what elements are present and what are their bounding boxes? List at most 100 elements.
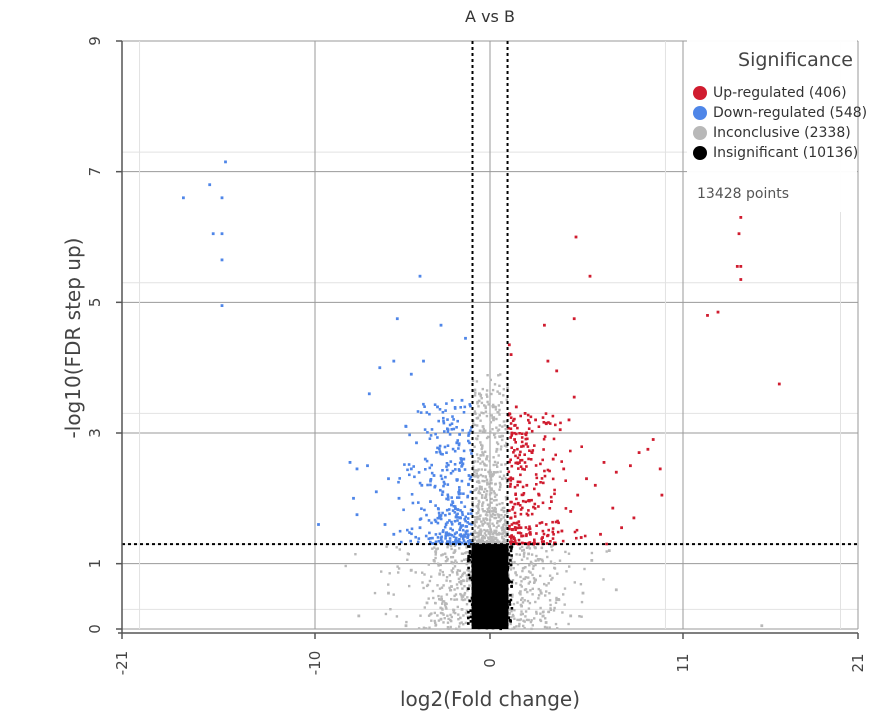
down-regulated-point: [429, 479, 432, 483]
inconclusive-point: [427, 597, 430, 600]
inconclusive-point: [498, 502, 501, 506]
up-regulated-point: [544, 412, 548, 415]
up-regulated-point: [543, 474, 547, 478]
inconclusive-point: [498, 392, 502, 395]
insignificant-point: [489, 599, 492, 602]
inconclusive-point: [460, 559, 463, 563]
inconclusive-point: [425, 601, 429, 605]
down-regulated-point: [457, 490, 460, 494]
insignificant-point: [490, 600, 494, 603]
up-regulated-point: [580, 445, 583, 448]
inconclusive-point: [518, 618, 521, 622]
inconclusive-point: [495, 450, 498, 453]
inconclusive-point: [449, 544, 453, 548]
insignificant-point: [509, 559, 512, 562]
inconclusive-point: [481, 494, 484, 497]
inconclusive-point: [482, 427, 485, 431]
up-regulated-point: [523, 412, 527, 415]
insignificant-point: [486, 566, 489, 569]
inconclusive-point: [487, 435, 490, 439]
up-regulated-point: [519, 459, 522, 462]
inconclusive-point: [505, 441, 508, 445]
down-regulated-point: [439, 517, 443, 521]
inconclusive-point: [488, 469, 492, 472]
inconclusive-point: [435, 548, 438, 551]
inconclusive-point: [434, 624, 437, 627]
insignificant-point: [490, 563, 493, 566]
inconclusive-point: [484, 476, 487, 479]
up-regulated-point: [523, 461, 527, 464]
inconclusive-point: [439, 563, 442, 567]
insignificant-point: [485, 607, 488, 610]
down-regulated-point: [454, 539, 457, 543]
down-regulated-point: [445, 462, 449, 465]
inconclusive-point: [568, 565, 571, 568]
up-regulated-point: [517, 538, 521, 542]
inconclusive-point: [527, 570, 531, 573]
inconclusive-point: [578, 615, 581, 618]
insignificant-point: [477, 593, 480, 597]
inconclusive-point: [508, 612, 511, 615]
inconclusive-point: [480, 411, 483, 414]
inconclusive-point: [465, 579, 469, 583]
down-regulated-point: [392, 532, 396, 536]
up-regulated-point: [546, 359, 550, 363]
point-count: 13428 points: [697, 186, 789, 202]
inconclusive-point: [523, 577, 527, 580]
insignificant-point: [483, 615, 486, 619]
down-regulated-point: [455, 426, 458, 429]
up-regulated-point: [522, 492, 526, 495]
down-regulated-point: [441, 511, 444, 515]
inconclusive-point: [477, 474, 480, 478]
inconclusive-point: [461, 595, 465, 598]
inconclusive-point: [510, 610, 513, 613]
inconclusive-point: [475, 518, 479, 521]
inconclusive-point: [511, 613, 515, 617]
inconclusive-point: [436, 562, 440, 565]
inconclusive-point: [450, 569, 453, 572]
inconclusive-point: [479, 462, 482, 465]
up-regulated-point: [519, 414, 522, 418]
down-regulated-point: [456, 439, 459, 442]
up-regulated-point: [544, 421, 548, 425]
up-regulated-point: [529, 415, 533, 419]
down-regulated-point: [355, 467, 359, 471]
inconclusive-point: [397, 571, 400, 574]
insignificant-point: [509, 620, 512, 623]
down-regulated-point: [457, 492, 461, 496]
inconclusive-point: [423, 606, 426, 609]
down-regulated-point: [433, 518, 437, 522]
inconclusive-point: [483, 532, 487, 535]
down-regulated-point: [450, 520, 453, 524]
inconclusive-point: [422, 626, 426, 629]
down-regulated-point: [445, 468, 449, 472]
up-regulated-point: [512, 535, 515, 539]
inconclusive-point: [405, 620, 408, 624]
inconclusive-point: [614, 588, 618, 592]
inconclusive-point: [540, 592, 543, 595]
up-regulated-point: [735, 265, 739, 268]
inconclusive-point: [489, 533, 492, 536]
inconclusive-point: [537, 597, 540, 600]
inconclusive-point: [464, 621, 468, 625]
inconclusive-point: [532, 564, 535, 568]
inconclusive-point: [563, 603, 566, 606]
down-regulated-point: [464, 532, 468, 535]
insignificant-point: [473, 624, 476, 628]
inconclusive-point: [457, 618, 460, 621]
inconclusive-point: [557, 598, 561, 602]
down-regulated-point: [446, 493, 450, 497]
insignificant-point: [479, 612, 482, 616]
insignificant-point: [496, 622, 499, 626]
insignificant-point: [504, 600, 508, 604]
inconclusive-point: [434, 556, 437, 560]
up-regulated-point: [533, 538, 536, 542]
inconclusive-point: [545, 626, 549, 629]
down-regulated-point: [447, 463, 450, 467]
down-regulated-point: [392, 359, 396, 363]
inconclusive-point: [460, 552, 464, 555]
inconclusive-point: [502, 420, 506, 423]
inconclusive-point: [444, 604, 447, 607]
up-regulated-point: [510, 523, 514, 526]
inconclusive-point: [433, 619, 436, 623]
